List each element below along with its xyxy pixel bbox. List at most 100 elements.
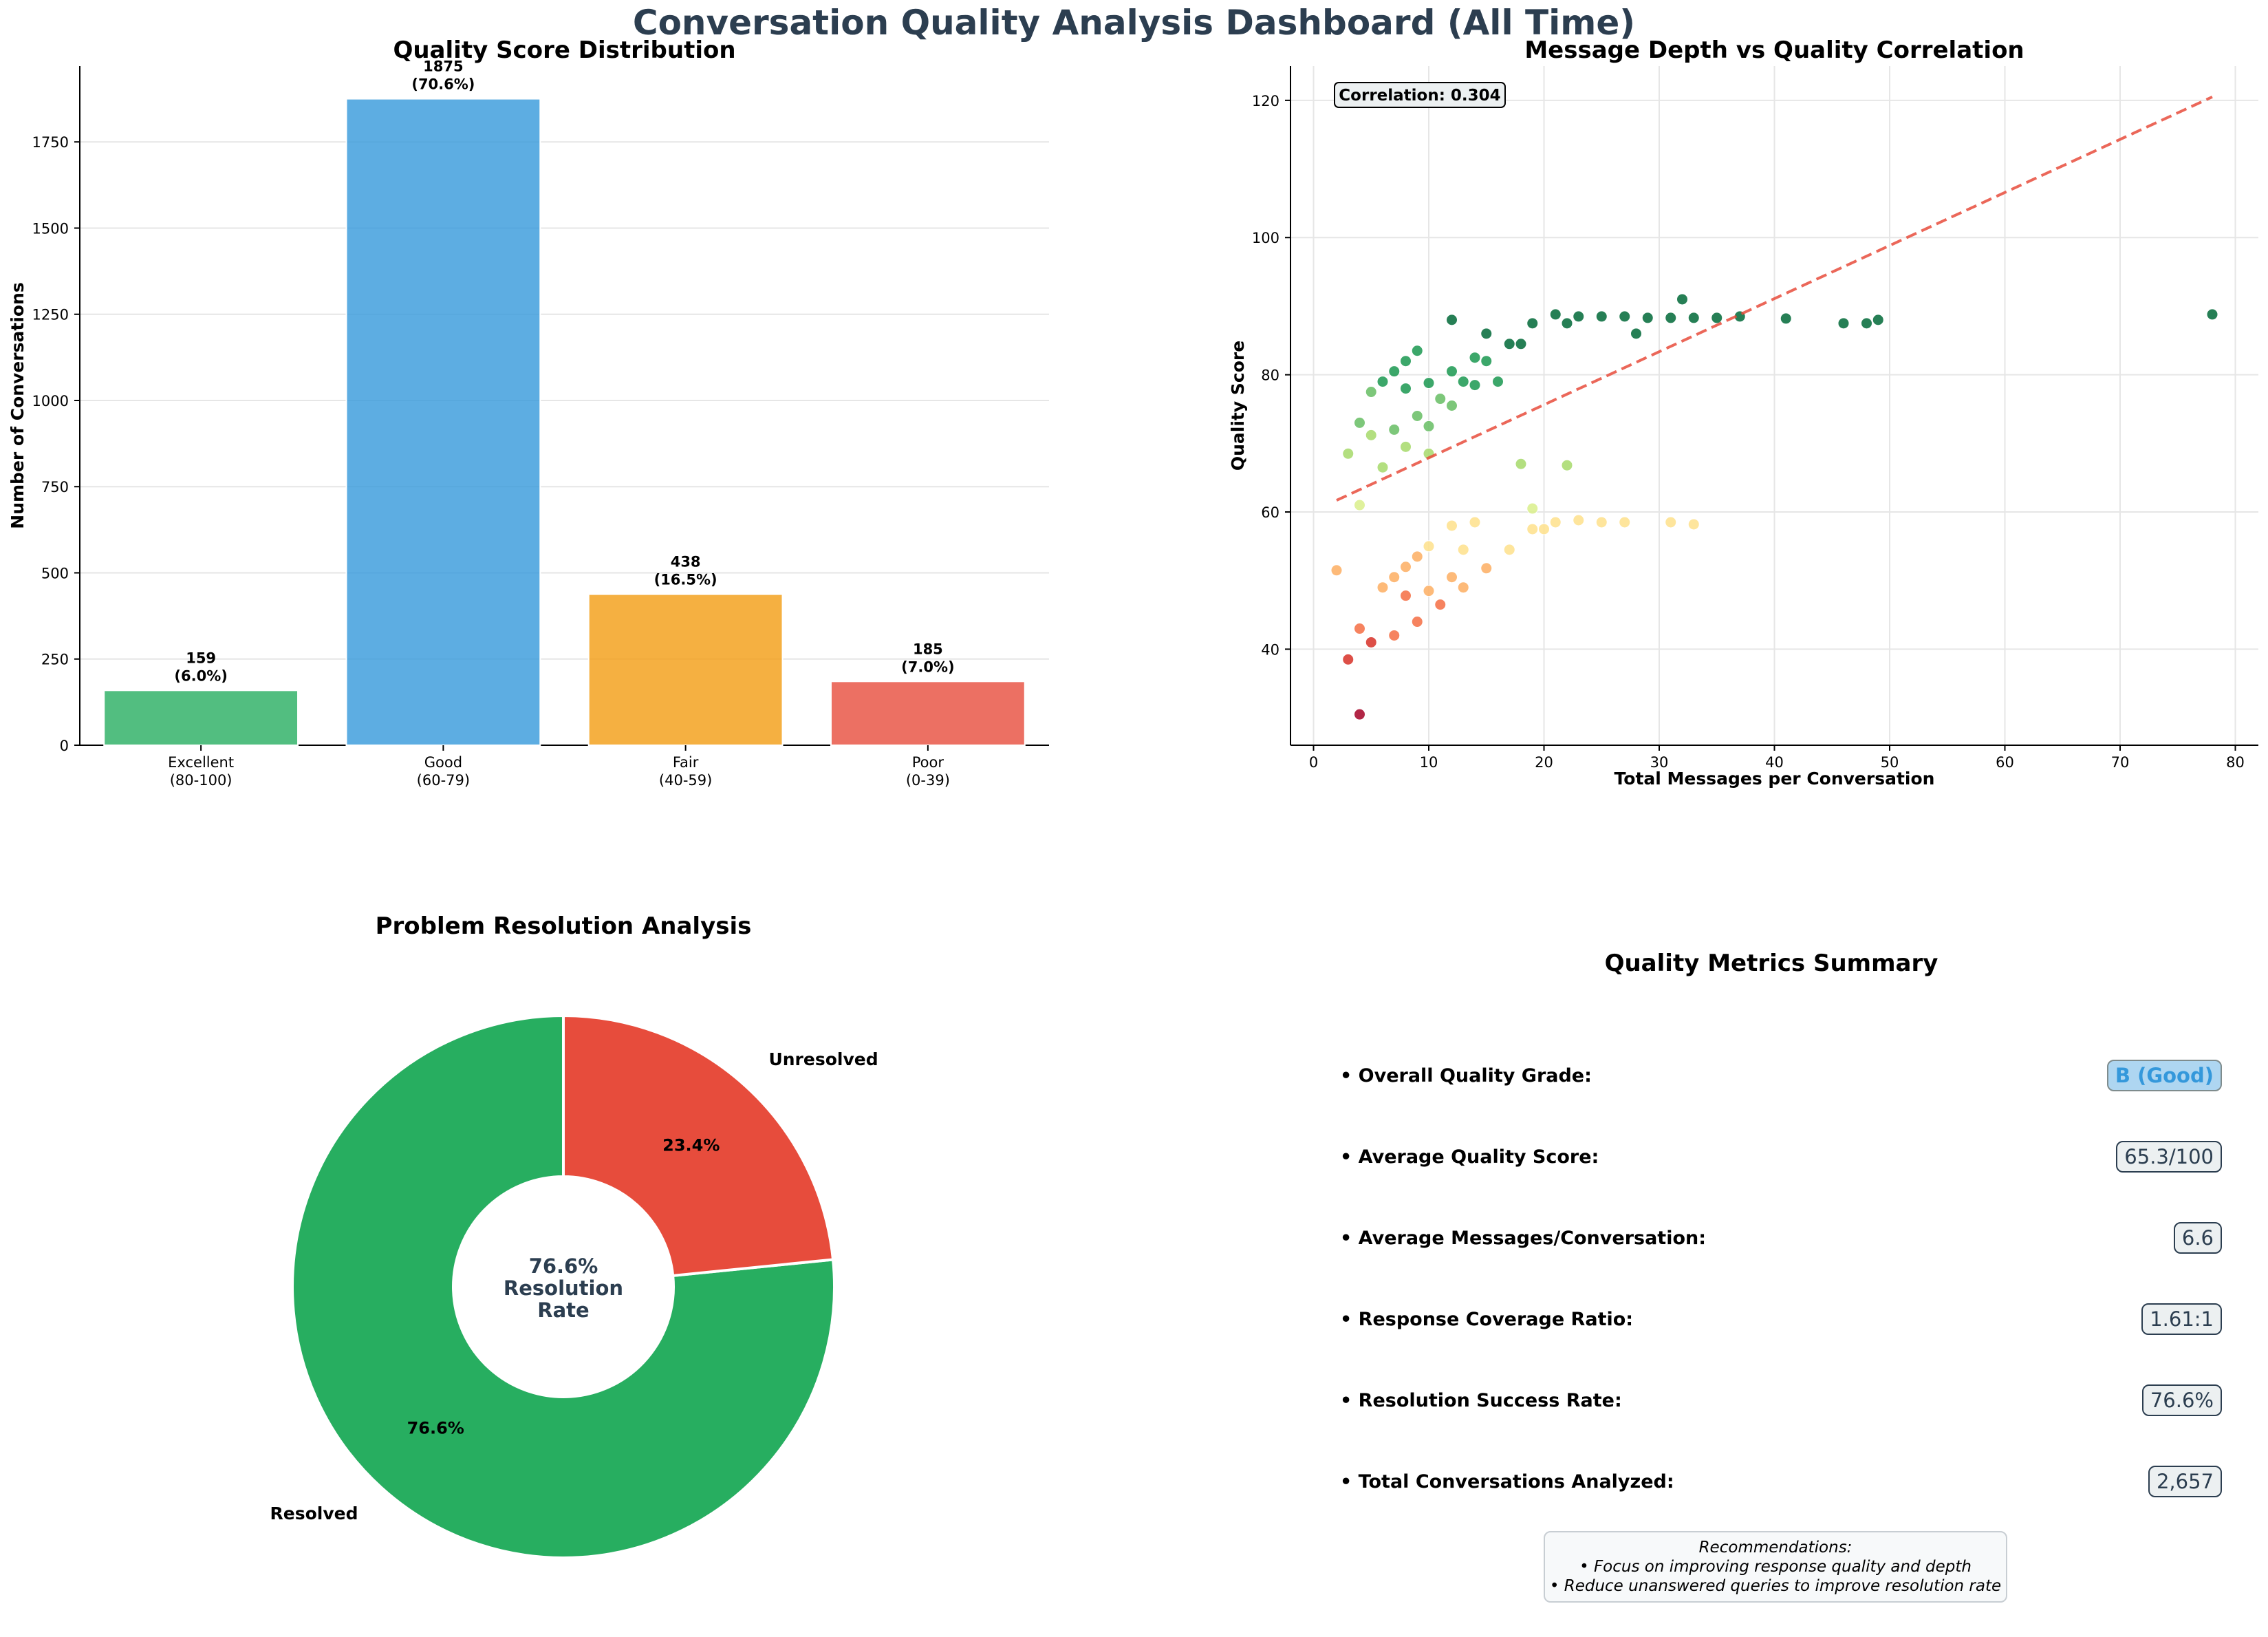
- grade-badge: B (Good): [2106, 1060, 2222, 1091]
- scatter-point: [1376, 376, 1389, 388]
- scatter-point: [1665, 312, 1677, 324]
- scatter-point: [1595, 310, 1608, 323]
- scatter-point: [1354, 416, 1365, 429]
- scatter-point: [1342, 653, 1354, 665]
- recommendation-item: • Reduce unanswered queries to improve r…: [1549, 1577, 2002, 1595]
- dashboard-title: Conversation Quality Analysis Dashboard …: [632, 3, 1636, 43]
- metric-value: 1.61:1: [2141, 1303, 2222, 1335]
- scatter-point: [1411, 550, 1423, 563]
- x-tick-label: (40-59): [659, 772, 712, 789]
- bar: [345, 98, 541, 747]
- scatter-point: [1480, 562, 1493, 575]
- scatter-point: [1446, 520, 1458, 532]
- scatter-point: [1515, 338, 1527, 350]
- scatter-point: [1573, 514, 1585, 526]
- metric-label: • Overall Quality Grade:: [1340, 1065, 1592, 1087]
- scatter-point: [1503, 544, 1515, 556]
- x-tick-label: Fair: [673, 754, 699, 771]
- scatter-point: [1388, 629, 1401, 641]
- scatter-point: [1526, 502, 1539, 515]
- scatter-point: [1457, 544, 1469, 556]
- bar-value-label: 1875: [423, 58, 463, 75]
- bar-value-label: 159: [186, 650, 216, 666]
- depth-quality-scatter: Message Depth vs Quality Correlation 0 10 2…: [1228, 36, 2258, 789]
- donut-slice: [291, 1014, 836, 1559]
- scatter-point: [1434, 393, 1447, 405]
- scatter-point: [1400, 561, 1412, 573]
- x-tick-label: Poor: [912, 754, 944, 771]
- metric-label: • Total Conversations Analyzed:: [1340, 1471, 1674, 1492]
- x-tick-label: Excellent: [168, 754, 234, 771]
- scatter-point: [1400, 383, 1412, 395]
- bar: [103, 689, 299, 746]
- x-tick-label: 20: [1535, 754, 1553, 771]
- metric-row-grade: • Overall Quality Grade: B (Good): [1340, 1060, 2222, 1094]
- x-tick-label: 40: [1765, 754, 1784, 771]
- center-text: Rate: [537, 1298, 589, 1322]
- scatter-point: [1711, 312, 1723, 324]
- metric-value: 2,657: [2148, 1466, 2222, 1497]
- scatter-point: [1342, 447, 1354, 460]
- x-tick-label: Good: [424, 754, 462, 771]
- slice-label: Unresolved: [768, 1049, 878, 1069]
- bar-percent-label: (70.6%): [411, 76, 475, 93]
- x-tick-label: (80-100): [170, 772, 233, 789]
- scatter-point: [1423, 585, 1435, 597]
- correlation-annotation: Correlation: 0.304: [1334, 82, 1506, 108]
- scatter-point: [1872, 314, 1884, 326]
- scatter-point: [1365, 429, 1377, 441]
- chart-title: Message Depth vs Quality Correlation: [1524, 36, 2024, 64]
- scatter-point: [1354, 708, 1365, 720]
- metric-value: 65.3/100: [2116, 1141, 2222, 1173]
- chart-title: Quality Score Distribution: [393, 36, 735, 64]
- metric-label: • Average Quality Score:: [1340, 1146, 1599, 1168]
- x-tick-label: (0-39): [906, 772, 950, 789]
- y-tick-label: 500: [41, 565, 69, 581]
- scatter-point: [1469, 379, 1481, 392]
- slice-label: Resolved: [270, 1504, 358, 1523]
- scatter-point: [1630, 328, 1642, 340]
- y-tick-label: 1000: [32, 393, 69, 409]
- scatter-point: [1526, 523, 1539, 535]
- scatter-point: [1561, 317, 1573, 330]
- center-text: Resolution: [504, 1276, 623, 1300]
- x-axis-label: Total Messages per Conversation: [1614, 769, 1935, 789]
- scatter-point: [1400, 440, 1412, 453]
- scatter-point: [1400, 590, 1412, 602]
- scatter-point: [1400, 355, 1412, 367]
- metric-row-avg-score: • Average Quality Score: 65.3/100: [1340, 1141, 2222, 1175]
- scatter-point: [1619, 516, 1631, 528]
- metric-label: • Response Coverage Ratio:: [1340, 1309, 1634, 1330]
- chart-title: Problem Resolution Analysis: [376, 912, 752, 940]
- summary-title: Quality Metrics Summary: [1604, 950, 1938, 977]
- x-tick-label: 70: [2111, 754, 2130, 771]
- x-tick-label: 10: [1420, 754, 1438, 771]
- y-axis-label: Number of Conversations: [8, 282, 28, 528]
- scatter-point: [1480, 328, 1493, 340]
- slice-percent-label: 76.6%: [407, 1418, 464, 1437]
- scatter-point: [1515, 458, 1527, 470]
- y-tick-label: 1500: [32, 220, 69, 237]
- scatter-point: [1549, 516, 1562, 528]
- metric-value: 76.6%: [2141, 1384, 2222, 1416]
- scatter-point: [1526, 317, 1539, 330]
- scatter-point: [1376, 461, 1389, 473]
- scatter-point: [2206, 308, 2218, 321]
- donut-hole: [455, 1178, 672, 1395]
- scatter-point: [1457, 376, 1469, 388]
- metric-label: • Average Messages/Conversation:: [1340, 1228, 1707, 1249]
- scatter-point: [1549, 308, 1562, 321]
- scatter-point: [1423, 377, 1435, 389]
- scatter-point: [1492, 376, 1504, 388]
- scatter-point: [1676, 293, 1688, 306]
- y-tick-label: 80: [1261, 367, 1279, 384]
- metric-row-coverage: • Response Coverage Ratio: 1.61:1: [1340, 1303, 2222, 1338]
- quality-metrics-summary: Quality Metrics Summary • Overall Qualit…: [1307, 943, 2236, 1610]
- y-tick-label: 40: [1261, 641, 1279, 658]
- y-tick-label: 120: [1252, 93, 1279, 109]
- recommendations-heading: Recommendations:: [1698, 1539, 1853, 1556]
- y-tick-label: 60: [1261, 504, 1279, 521]
- scatter-point: [1446, 314, 1458, 326]
- recommendation-item: • Focus on improving response quality an…: [1579, 1558, 1972, 1576]
- scatter-point: [1561, 459, 1573, 471]
